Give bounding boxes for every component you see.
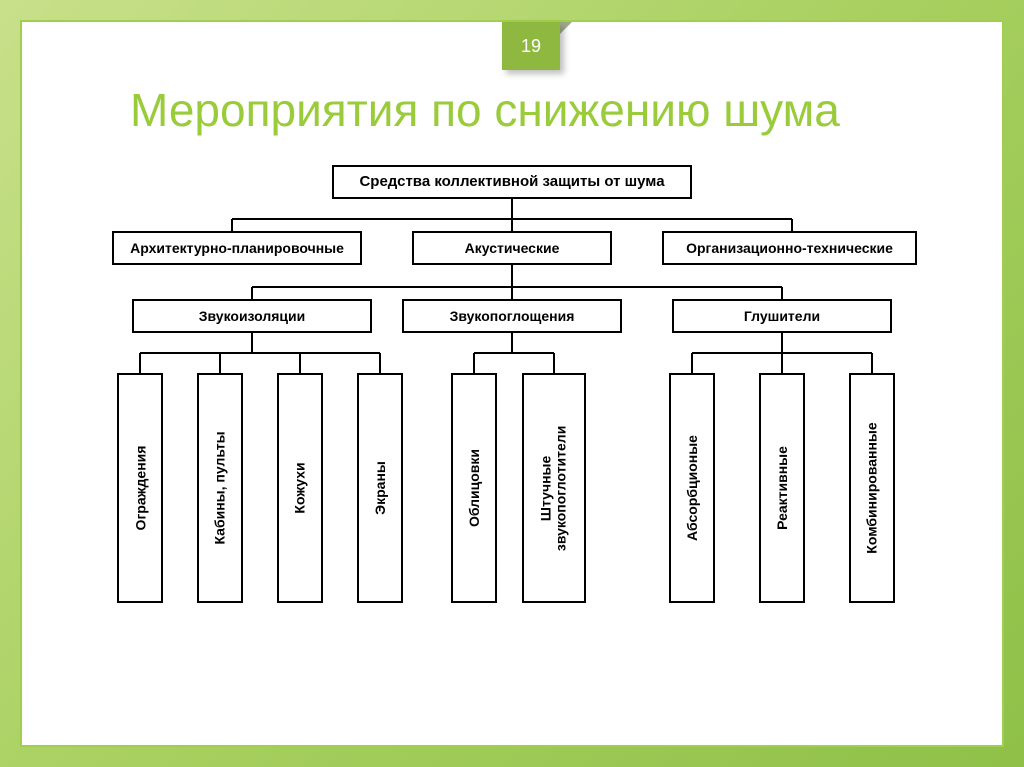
node-lvl2-2: Глушители bbox=[672, 299, 892, 333]
node-leaf-2-2: Комбинированные bbox=[849, 373, 895, 603]
node-leaf-0-0-label: Ограждения bbox=[132, 445, 148, 530]
slide-card: 19 Мероприятия по снижению шума bbox=[20, 20, 1004, 747]
tab-fold bbox=[560, 22, 572, 34]
slide-outer: 19 Мероприятия по снижению шума bbox=[0, 0, 1024, 767]
node-lvl1-0-label: Архитектурно-планировочные bbox=[130, 240, 344, 256]
slide-title: Мероприятия по снижению шума bbox=[130, 84, 942, 137]
node-leaf-2-0: Абсорбционые bbox=[669, 373, 715, 603]
node-lvl1-0: Архитектурно-планировочные bbox=[112, 231, 362, 265]
node-lvl1-2-label: Организационно-технические bbox=[686, 240, 893, 256]
node-lvl1-1: Акустические bbox=[412, 231, 612, 265]
node-root: Средства коллективной защиты от шума bbox=[332, 165, 692, 199]
node-lvl2-1-label: Звукопоглощения bbox=[450, 308, 575, 324]
node-leaf-0-3-label: Экраны bbox=[372, 461, 388, 515]
hierarchy-diagram: Средства коллективной защиты от шума Арх… bbox=[102, 165, 922, 635]
node-leaf-2-2-label: Комбинированные bbox=[864, 422, 880, 553]
node-lvl2-0-label: Звукоизоляции bbox=[199, 308, 306, 324]
node-leaf-0-3: Экраны bbox=[357, 373, 403, 603]
node-leaf-2-1: Реактивные bbox=[759, 373, 805, 603]
node-leaf-1-0: Облицовки bbox=[451, 373, 497, 603]
node-lvl1-2: Организационно-технические bbox=[662, 231, 917, 265]
page-number: 19 bbox=[521, 36, 541, 57]
node-leaf-0-0: Ограждения bbox=[117, 373, 163, 603]
node-leaf-1-1: Штучныезвукопоглотители bbox=[522, 373, 586, 603]
node-lvl2-0: Звукоизоляции bbox=[132, 299, 372, 333]
node-leaf-0-2: Кожухи bbox=[277, 373, 323, 603]
node-lvl2-1: Звукопоглощения bbox=[402, 299, 622, 333]
node-leaf-1-1-label: Штучныезвукопоглотители bbox=[539, 425, 570, 550]
node-root-label: Средства коллективной защиты от шума bbox=[359, 173, 664, 190]
page-number-tab: 19 bbox=[502, 22, 560, 70]
node-leaf-2-0-label: Абсорбционые bbox=[684, 435, 700, 541]
node-leaf-0-2-label: Кожухи bbox=[292, 462, 308, 513]
node-leaf-0-1: Кабины, пульты bbox=[197, 373, 243, 603]
node-lvl2-2-label: Глушители bbox=[744, 308, 820, 324]
node-leaf-0-1-label: Кабины, пульты bbox=[212, 431, 228, 544]
node-leaf-1-0-label: Облицовки bbox=[466, 449, 482, 527]
node-lvl1-1-label: Акустические bbox=[465, 240, 560, 256]
node-leaf-2-1-label: Реактивные bbox=[774, 446, 790, 530]
